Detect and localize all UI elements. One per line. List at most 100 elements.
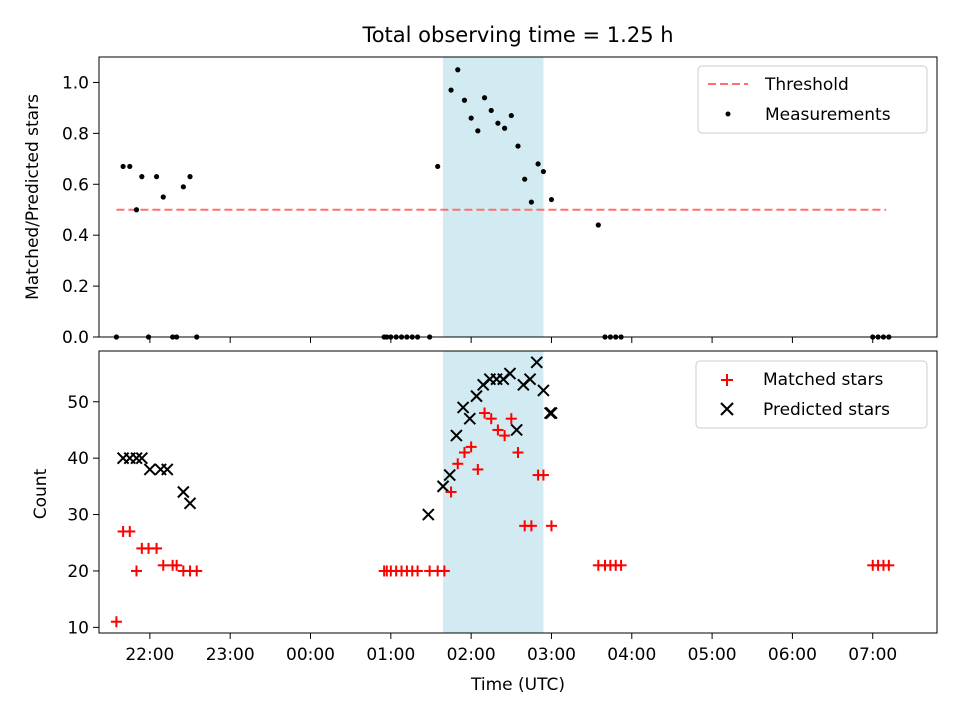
matched-star-marker [485,413,497,425]
y-tick-label: 0.8 [62,124,89,144]
matched-star-marker [472,463,484,475]
matched-star-marker [545,520,557,532]
matched-star-marker [130,565,142,577]
legend-predicted-label: Predicted stars [763,400,890,420]
legend-matched-swatch [721,374,733,386]
predicted-star-marker [545,406,558,420]
x-tick-label: 07:00 [848,645,897,665]
measurement-point [508,112,514,119]
y-tick-label: 30 [67,506,89,526]
matched-star-marker [499,430,511,442]
matched-star-marker [151,542,163,554]
predicted-star-marker [523,372,537,386]
x-tick-label: 23:00 [206,645,255,665]
matched-star-marker [438,565,450,577]
measurement-point [515,143,521,149]
measurement-point [120,163,126,170]
measurement-point [435,163,441,170]
predicted-star-marker [183,497,197,510]
predicted-star-marker [463,412,477,425]
measurement-point [535,161,541,167]
measurement-point [180,184,186,190]
x-tick-label: 22:00 [125,645,174,665]
x-tick-label: 06:00 [768,645,817,665]
top-legend-box [697,65,928,134]
measurement-point [595,222,601,228]
predicted-star-marker [530,356,543,369]
measurement-point [548,196,555,203]
measurement-point [133,207,140,213]
measurement-point [481,95,488,101]
top-legend: Threshold Measurements [697,65,928,134]
top-plot-frame [98,56,938,338]
legend-threshold-label: Threshold [764,75,849,95]
matched-star-marker [505,413,517,425]
y-tick-label: 20 [67,562,89,582]
measurement-point [502,125,508,131]
matched-star-marker [465,441,477,453]
predicted-star-marker [456,401,470,414]
predicted-star-marker [436,480,450,493]
predicted-star-marker [537,384,550,397]
x-tick-label: 02:00 [447,645,496,665]
measurement-point [540,168,547,175]
matched-star-marker [479,407,491,419]
matched-star-marker [171,559,183,571]
y-tick-label: 50 [67,393,89,413]
measurement-point [455,67,461,73]
measurement-point [448,87,454,93]
observing-window-shade [443,57,544,337]
measurement-point [475,128,481,134]
x-tick-label: 05:00 [688,645,737,665]
measurement-point [127,163,133,170]
y-tick-label: 0.0 [62,328,89,348]
x-tick-label: 04:00 [607,645,656,665]
matched-star-marker [537,469,549,481]
y-tick-label: 0.6 [62,175,89,195]
bottom-plot-frame [98,350,938,634]
legend-matched-label: Matched stars [763,370,883,390]
measurement-point [522,176,528,182]
predicted-star-marker [135,451,149,465]
observing-window-shade [443,351,544,633]
predicted-star-marker [177,485,190,499]
matched-star-marker [445,486,457,498]
predicted-star-marker [510,423,523,437]
matched-star-marker [458,447,470,459]
x-tick-label: 00:00 [286,645,335,665]
matched-star-marker [525,520,537,532]
matched-star-marker [412,565,424,577]
predicted-star-marker [443,468,456,482]
predicted-star-marker [450,429,463,442]
y-tick-label: 1.0 [62,73,89,93]
matched-star-marker [512,447,524,459]
top-y-axis-label: Matched/Predicted stars [23,94,43,300]
bottom-legend: Matched stars Predicted stars [695,360,928,429]
measurement-point [187,174,193,180]
measurement-point [495,120,501,126]
x-tick-label: 03:00 [527,645,576,665]
measurement-point [153,174,160,180]
top-panel: 0.0 0.2 0.4 0.6 0.8 1.0 Total observing time … [23,23,938,348]
predicted-star-marker [143,463,157,476]
predicted-star-marker [503,367,517,380]
predicted-star-marker [470,389,483,403]
predicted-star-marker [422,508,435,521]
bottom-panel: 10 20 30 40 50 22:00 23:00 00:00 01:00 02:00 03:0… [31,350,938,695]
legend-predicted-swatch [720,402,734,416]
x-axis-label: Time (UTC) [470,675,565,695]
measurement-point [528,199,534,205]
legend-measurements-swatch [725,111,731,117]
matched-star-marker [191,565,203,577]
measurement-point [488,107,494,114]
predicted-star-marker [130,451,143,465]
predicted-star-marker [161,463,174,476]
y-tick-label: 10 [67,618,89,638]
matched-star-marker [452,458,464,470]
measurement-point [160,194,166,200]
matched-star-marker [883,559,895,571]
y-tick-label: 40 [67,449,89,469]
measurement-point [461,97,468,103]
matched-star-marker [124,525,136,537]
